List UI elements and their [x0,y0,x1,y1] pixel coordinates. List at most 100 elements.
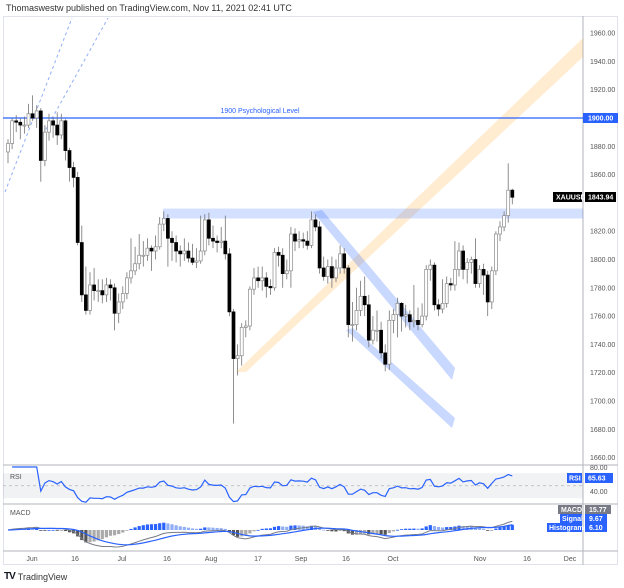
macd-histogram-bar [174,525,178,530]
candle-up [297,239,301,242]
symbol-tag-text: XAUUSD [556,195,586,202]
candle-down [317,226,322,269]
candle-up [239,327,244,357]
time-tick-label: Jul [118,556,127,563]
descending-channel-lower [346,328,455,428]
macd-histogram-bar [465,526,469,530]
macd-histogram-bar [420,528,424,530]
macd-histogram-bar [412,528,416,530]
rsi-line [12,466,513,503]
candle-down [407,314,412,323]
macd-histogram-bar [67,530,72,533]
candle-down [346,267,351,325]
macd-name-tag-text: MACD [561,507,582,514]
candle-up [137,254,142,265]
rsi-label: RSI [10,474,22,481]
macd-histogram-bar [432,526,436,530]
candle-down [481,269,486,276]
candle-down [223,240,228,255]
candle-up [59,120,64,136]
macd-histogram-bar [281,526,285,530]
macd-histogram-bar [482,528,486,530]
signal-value-tag [585,514,607,523]
macd-histogram-bar [400,529,404,530]
price-tick-label: 1880.00 [590,144,615,151]
resistance-zone [163,208,583,219]
macd-histogram-bar [256,529,260,531]
rsi-name-tag [567,473,582,483]
macd-histogram-bar [395,529,400,531]
candle-up [96,290,101,292]
macd-histogram-bar [391,530,395,532]
candle-up [116,301,121,314]
macd-histogram-bar [137,526,141,530]
macd-histogram-bar [285,526,289,530]
candle-down [342,253,347,269]
histogram-value-tag-text: 6.10 [589,525,603,532]
candle-up [198,250,203,262]
rising-trend-band [236,38,583,372]
candle-up [506,189,511,216]
candle-down [67,150,72,168]
macd-histogram-bar [424,526,428,530]
macd-histogram-bar [47,529,51,531]
candle-down [190,257,195,263]
macd-histogram-bar [375,530,379,534]
macd-histogram-bar [264,528,268,530]
candle-up [284,270,289,275]
logo-text: TradingView [17,571,68,582]
candle-down [416,319,420,325]
price-tick-label: 1720.00 [590,370,615,377]
level-label: 1900 Psychological Level [221,108,300,115]
candle-up [157,223,162,248]
candle-down [92,284,96,291]
signal-value-tag-text: 9.67 [589,516,603,523]
candle-up [182,250,187,255]
time-tick-label: Oct [388,556,399,563]
candle-up [125,277,129,294]
rsi-tick: 40.00 [590,489,608,496]
macd-histogram-bar [154,524,158,530]
candle-down [186,250,191,259]
candle-up [412,319,416,323]
macd-histogram-bar [43,530,47,531]
candle-down [432,264,437,306]
symbol-tag [553,192,582,202]
candle-down [207,219,211,239]
candle-up [354,310,359,325]
time-tick-label: 16 [342,556,350,563]
candle-up [104,284,109,296]
candle-down [55,124,60,136]
macd-histogram-bar [330,530,334,532]
candle-up [219,240,224,243]
macd-name-tag [558,505,582,514]
candle-up [235,355,240,359]
candle-down [313,219,318,228]
candle-up [161,218,166,225]
candle-up [371,329,375,341]
macd-histogram-bar [96,530,100,541]
macd-histogram-bar [76,530,80,537]
candle-up [502,215,506,228]
signal-name-tag-text: Signal [562,516,583,523]
macd-histogram-bar [199,528,203,530]
candle-up [469,259,474,263]
histogram-name-tag [547,523,582,532]
macd-histogram-bar [445,527,449,530]
candle-up [309,219,314,246]
histogram-value-tag [585,523,607,532]
last-price-tag-text: 1843.94 [588,195,613,202]
time-tick-label: 16 [523,556,531,563]
price-tick-label: 1820.00 [590,229,615,236]
price-tick-label: 1660.00 [590,455,615,462]
candle-up [153,246,158,252]
candle-up [141,254,146,257]
macd-histogram-bar [461,526,465,530]
candle-down [473,259,478,284]
candle-up [494,233,498,272]
macd-histogram-bar [486,530,490,531]
macd-histogram-bar [63,530,67,532]
candle-down [166,218,170,239]
candle-up [391,314,396,321]
